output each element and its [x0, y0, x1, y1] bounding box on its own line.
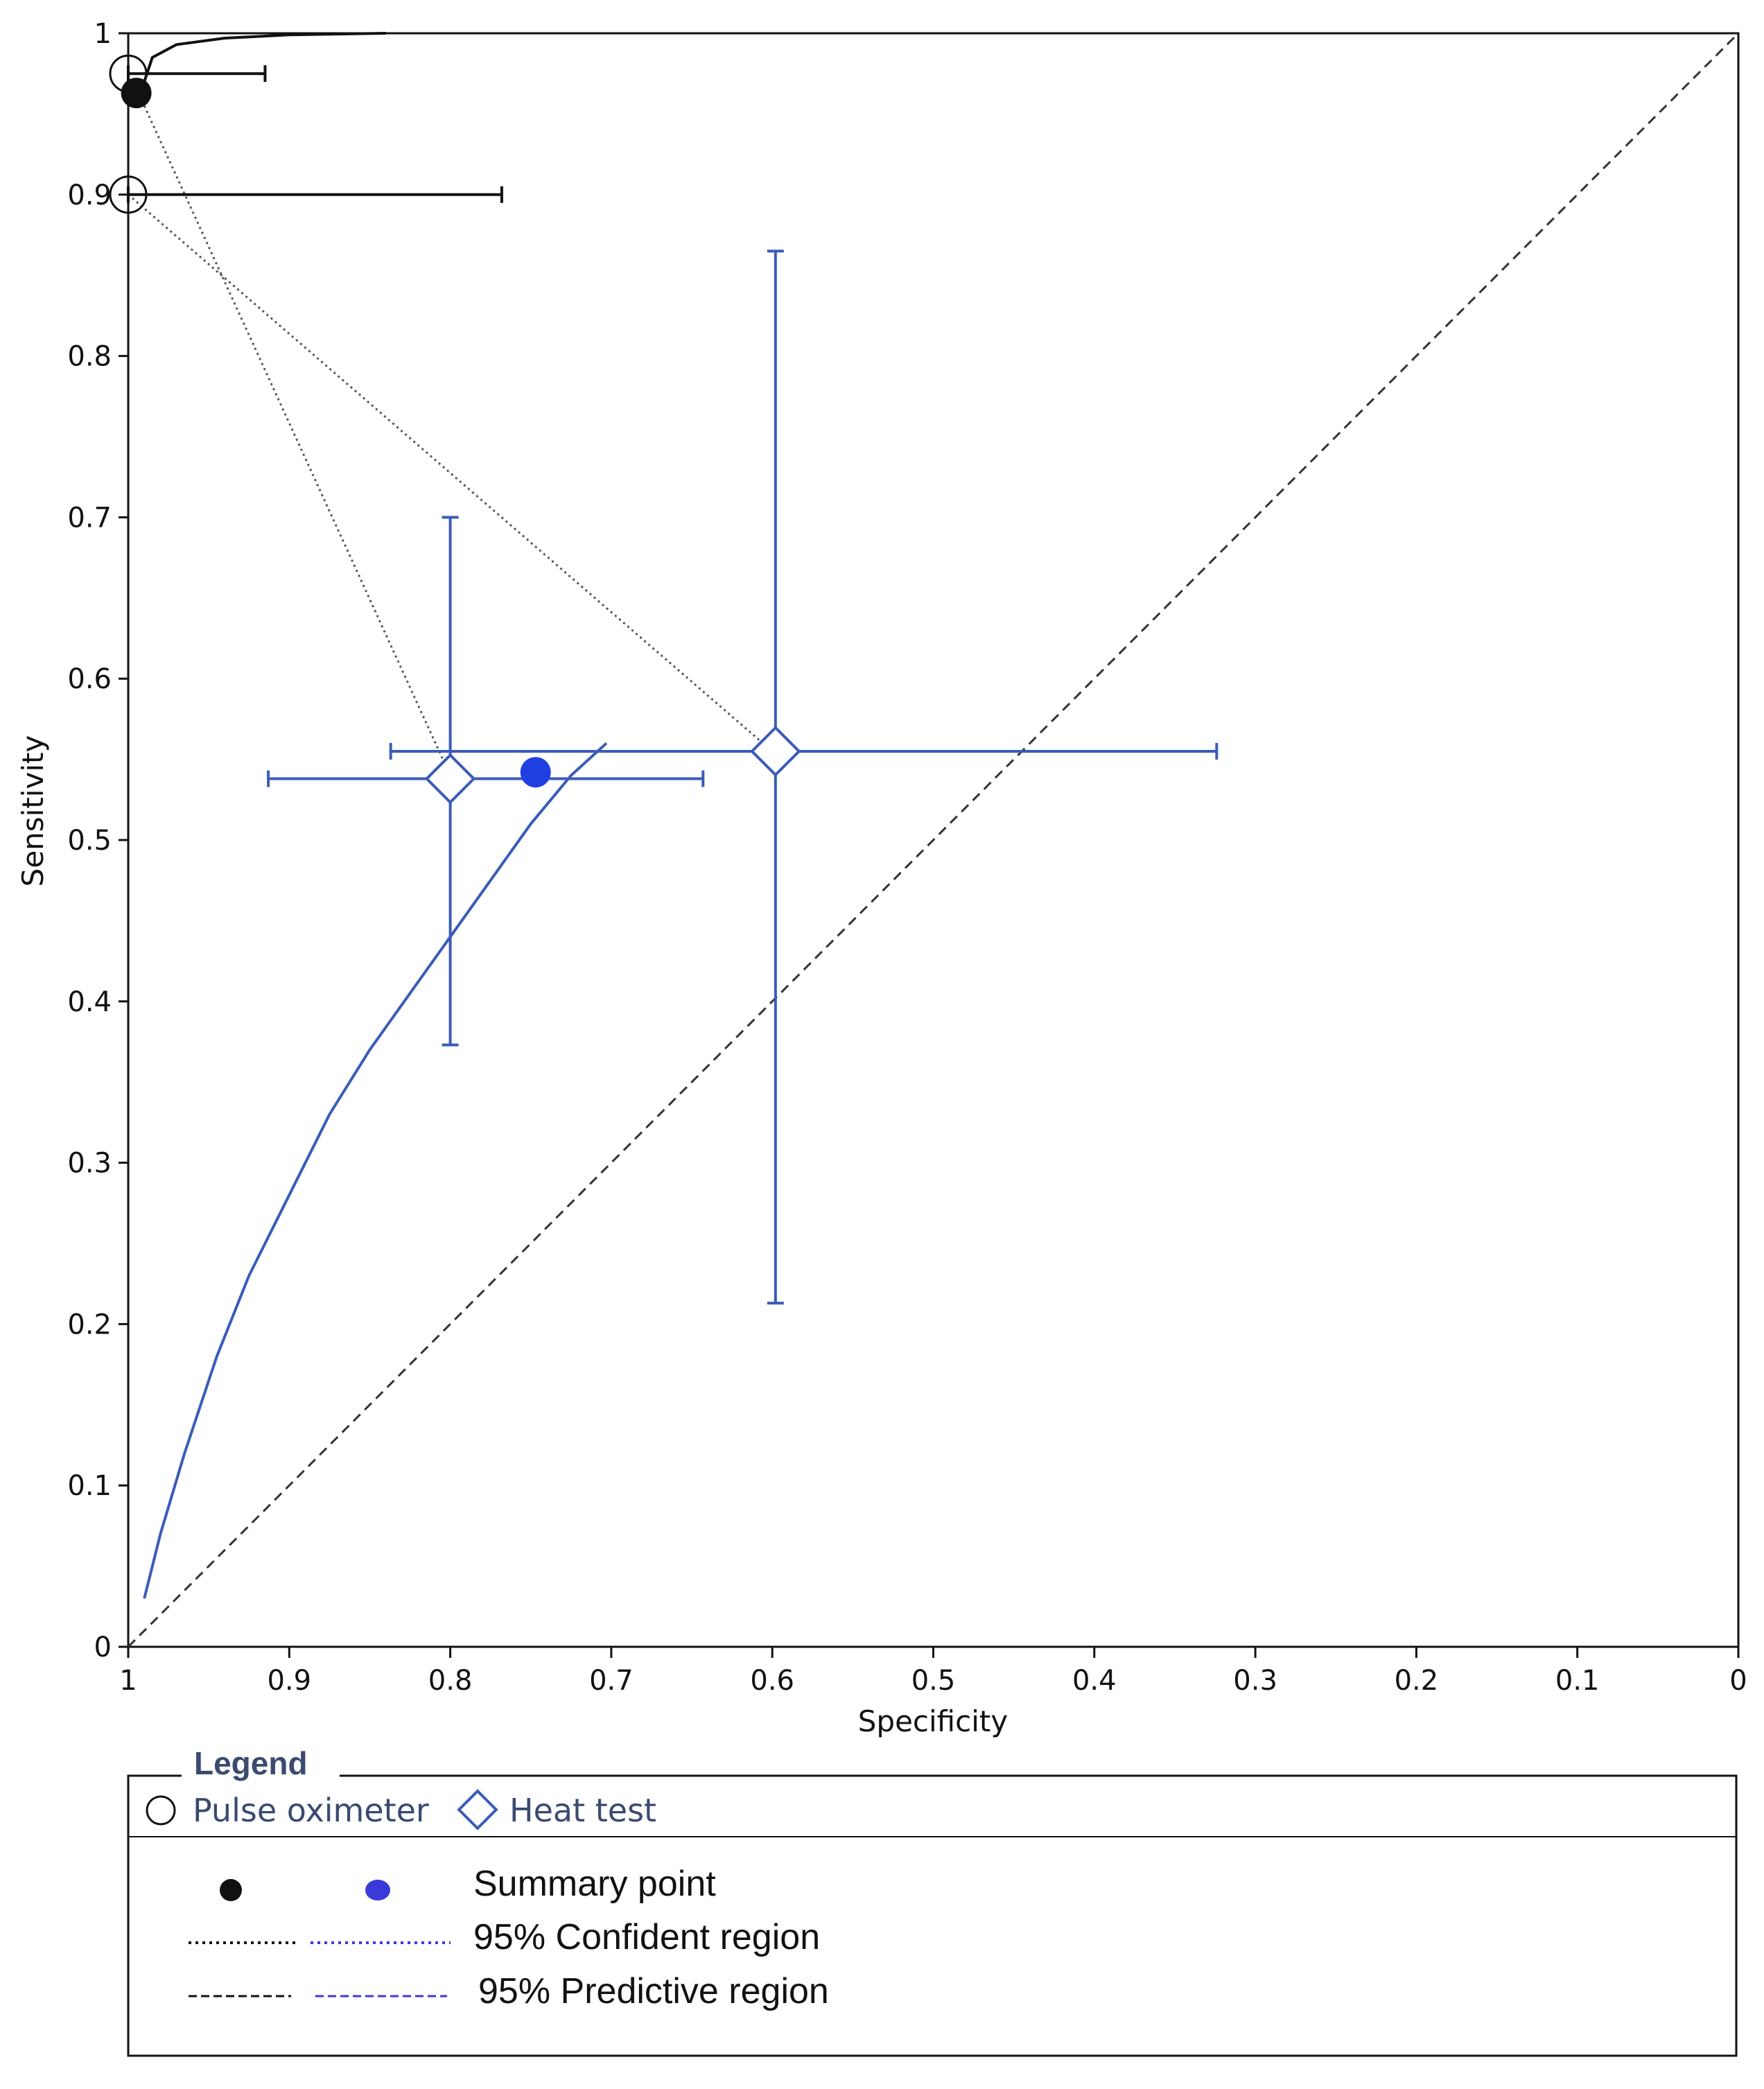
heat-test-sroc-curve: [143, 742, 608, 1599]
legend-summary-label: Summary point: [473, 1864, 716, 1904]
study-markers: [109, 54, 801, 805]
x-tick-label: 0.7: [589, 1665, 634, 1697]
y-tick-label: 0: [94, 1632, 112, 1663]
x-axis-ticks: 1 0.9 0.8 0.7 0.6 0.5 0.4 0.3 0.2 0.1 0: [119, 1647, 1747, 1697]
legend-summary-heat-icon: [365, 1880, 390, 1900]
x-tick-label: 0: [1729, 1665, 1747, 1697]
legend-summary-pulse-icon: [220, 1879, 242, 1901]
y-tick-label: 0.5: [67, 825, 112, 857]
summary-points: [121, 78, 551, 788]
x-tick-label: 0.2: [1395, 1665, 1439, 1697]
legend-pulse-oximeter-label: Pulse oximeter: [193, 1792, 429, 1829]
x-tick-label: 1: [119, 1665, 137, 1697]
sroc-curves: [143, 32, 608, 1599]
legend: Legend Pulse oximeter Heat test Summary …: [127, 1745, 1738, 2057]
legend-heat-test-icon: [457, 1789, 498, 1830]
pulse-study-2-marker: [109, 175, 148, 214]
legend-border: [127, 1774, 1738, 2057]
x-axis-title: Specificity: [858, 1704, 1008, 1738]
legend-predictive-label: 95% Predictive region: [478, 1971, 829, 2011]
y-tick-label: 0.8: [67, 341, 112, 373]
y-tick-label: 0.3: [67, 1148, 112, 1180]
x-tick-label: 0.3: [1233, 1665, 1277, 1697]
diagonal-reference-line: [127, 32, 1740, 1648]
y-tick-label: 0.1: [67, 1470, 112, 1502]
legend-title: Legend: [194, 1745, 308, 1781]
regions: [128, 105, 774, 776]
x-tick-label: 0.1: [1555, 1665, 1600, 1697]
legend-heat-test-label: Heat test: [509, 1792, 656, 1829]
legend-confidence-label: 95% Confident region: [473, 1917, 820, 1957]
y-tick-label: 0.2: [67, 1309, 112, 1340]
error-bars: [127, 65, 1219, 1305]
x-tick-label: 0.9: [267, 1665, 311, 1697]
x-tick-label: 0.4: [1072, 1665, 1117, 1697]
y-axis-ticks: 0 0.1 0.2 0.3 0.4 0.5 0.6 0.7 0.8 0.9 1: [67, 18, 128, 1663]
y-tick-label: 0.9: [67, 180, 112, 211]
pulse-confidence-region-line: [143, 105, 451, 776]
heat-study-2-marker: [750, 726, 801, 777]
y-tick-label: 0.4: [67, 986, 112, 1018]
y-axis-title: Sensitivity: [16, 735, 50, 887]
y-tick-label: 0.7: [67, 502, 112, 534]
y-tick-label: 0.6: [67, 663, 112, 695]
heat-summary-point: [520, 757, 551, 788]
pulse-summary-point: [121, 78, 152, 109]
pulse-oximeter-sroc-curve: [143, 32, 386, 82]
heat-study-1-marker: [424, 753, 476, 805]
y-tick-label: 1: [94, 18, 112, 50]
x-tick-label: 0.5: [911, 1665, 956, 1697]
x-tick-label: 0.8: [428, 1665, 473, 1697]
legend-pulse-oximeter-icon: [146, 1795, 176, 1826]
x-tick-label: 0.6: [750, 1665, 794, 1697]
